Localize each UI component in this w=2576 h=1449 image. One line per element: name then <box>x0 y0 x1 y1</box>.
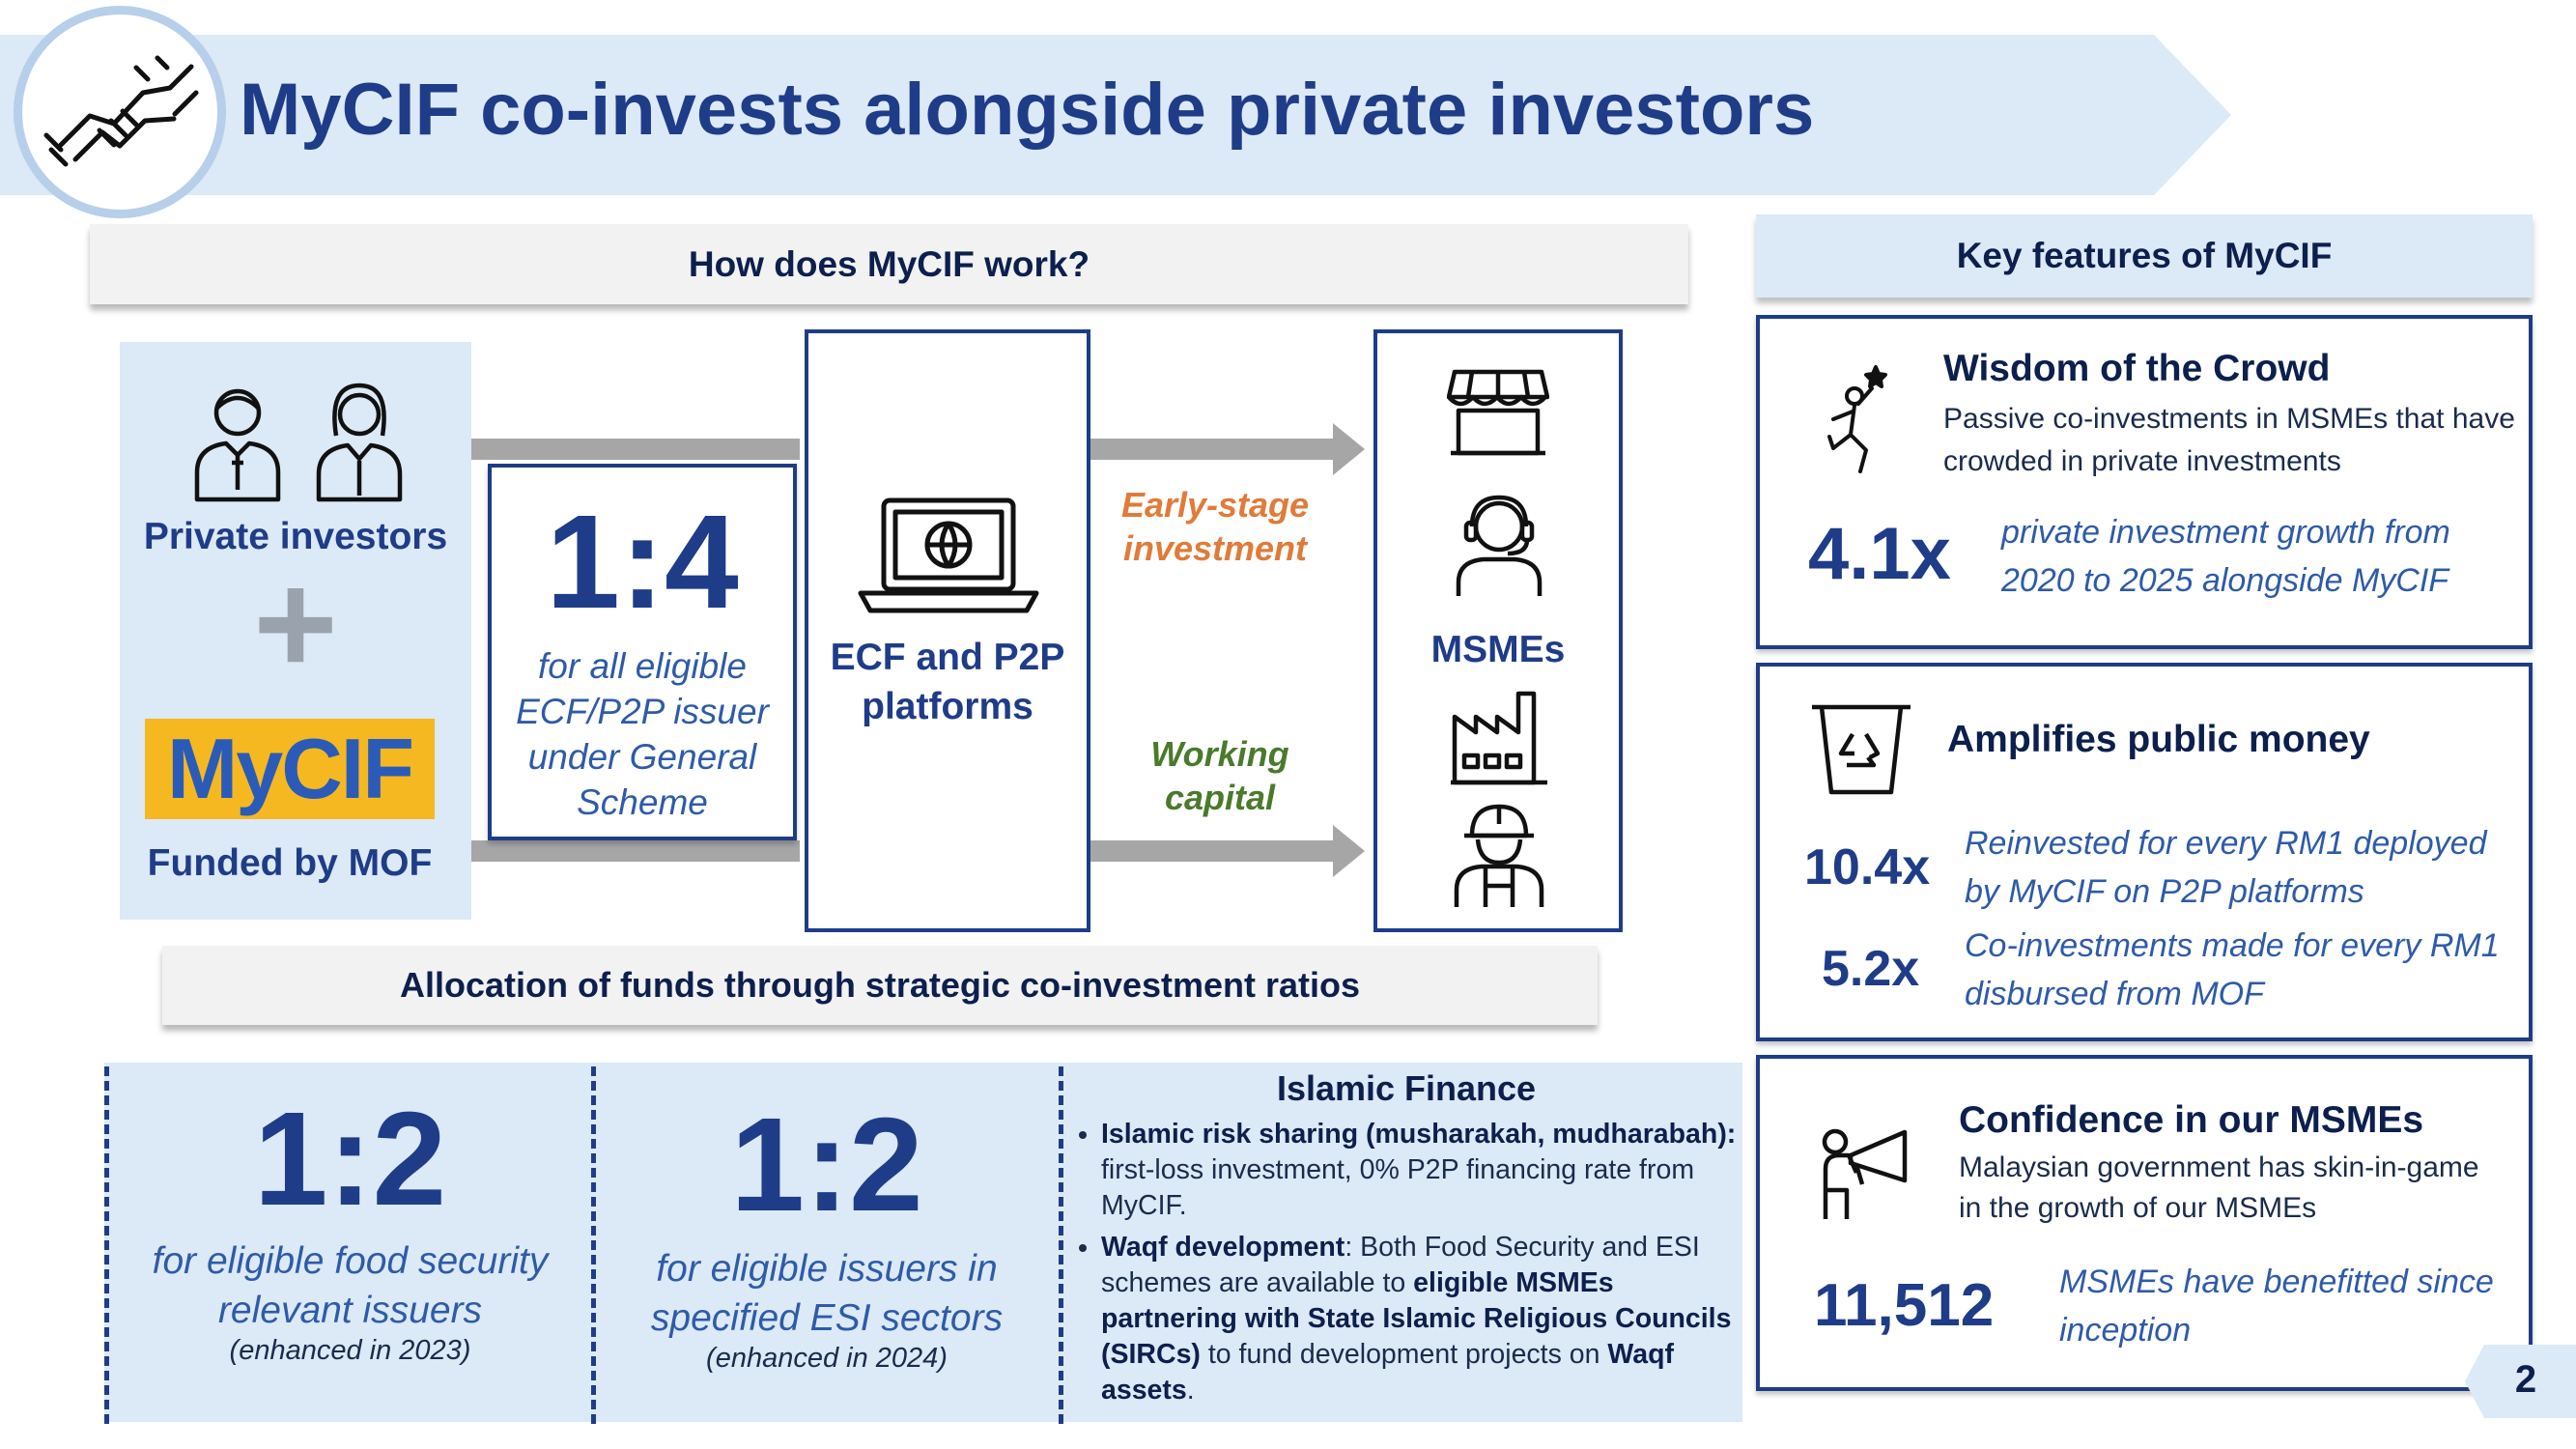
investors-label: Private investors <box>143 516 448 557</box>
flow-label-early: Early-stage investment <box>1120 485 1310 568</box>
page-number: 2 <box>2514 1358 2537 1401</box>
mycif-logo: MyCIF <box>145 719 435 819</box>
food-security-ratio: 1:2 for eligible food security relevant … <box>111 1092 589 1367</box>
wisdom-title: Wisdom of the Crowd <box>1943 348 2331 389</box>
recycle-bin-icon <box>1812 704 1911 795</box>
divider-left <box>104 1066 109 1424</box>
esi-ratio-note: (enhanced in 2024) <box>706 1343 948 1374</box>
wisdom-stat: 4.1x <box>1808 513 1951 595</box>
islamic-finance: Islamic Finance Islamic risk sharing (mu… <box>1068 1068 1744 1414</box>
arrow-top <box>1090 423 1365 475</box>
food-ratio-caption: for eligible food security relevant issu… <box>152 1240 549 1331</box>
runner-reaching-star-icon <box>1827 365 1887 473</box>
islamic-bullet-waqf: Waqf development: Both Food Security and… <box>1101 1230 1744 1408</box>
confidence-desc: Malaysian government has skin-in-game in… <box>1959 1151 2479 1224</box>
investors-panel <box>120 342 471 920</box>
feature-confidence: Confidence in our MSMEs Malaysian govern… <box>1756 1055 2533 1391</box>
businessman-icon <box>194 388 281 502</box>
esi-ratio-caption: for eligible issuers in specified ESI se… <box>650 1248 1004 1339</box>
storefront-icon <box>1447 369 1549 456</box>
connector-bottom <box>471 840 800 862</box>
factory-icon <box>1451 691 1547 785</box>
megaphone-person-icon <box>1822 1128 1908 1219</box>
headset-agent-icon <box>1456 495 1543 596</box>
arrow-bottom <box>1090 825 1365 877</box>
title-banner <box>0 35 2231 195</box>
islamic-bullets: Islamic risk sharing (musharakah, mudhar… <box>1101 1117 1744 1408</box>
confidence-stat-desc: MSMEs have benefitted since inception <box>2059 1264 2494 1349</box>
handshake-icon <box>43 55 199 167</box>
how-header: How does MyCIF work? <box>90 224 1688 304</box>
amplify-title: Amplifies public money <box>1947 719 2370 760</box>
msme-box: MSMEs <box>1373 329 1623 932</box>
esi-ratio: 1:2 for eligible issuers in specified ES… <box>597 1097 1057 1375</box>
divider-mid <box>591 1066 596 1424</box>
esi-ratio-value: 1:2 <box>730 1091 923 1239</box>
islamic-bullet-risk-sharing: Islamic risk sharing (musharakah, mudhar… <box>1101 1117 1744 1224</box>
plus-sign: + <box>253 542 338 704</box>
amplify-stat1: 10.4x <box>1804 839 1931 895</box>
islamic-title: Islamic Finance <box>1276 1068 1537 1108</box>
food-ratio-value: 1:2 <box>253 1085 447 1234</box>
page-title: MyCIF co-invests alongside private inves… <box>240 69 1815 151</box>
wisdom-stat-desc: private investment growth from 2020 to 2… <box>2001 514 2450 599</box>
construction-worker-icon <box>1454 804 1544 907</box>
amplify-stat2: 5.2x <box>1822 941 1920 997</box>
confidence-stat: 11,512 <box>1814 1272 1995 1339</box>
platform-label: ECF and P2P platforms <box>830 637 1065 727</box>
feature-amplify: Amplifies public money 10.4x Reinvested … <box>1756 663 2533 1041</box>
confidence-title: Confidence in our MSMEs <box>1959 1099 2424 1141</box>
amplify-stat1-desc: Reinvested for every RM1 deployed by MyC… <box>1965 825 2487 910</box>
funded-label: Funded by MOF <box>147 842 433 884</box>
platform-box: ECF and P2P platforms <box>805 329 1090 932</box>
msme-label: MSMEs <box>1430 629 1566 670</box>
connector-top <box>471 439 800 460</box>
ratio-caption: for all eligible ECF/P2P issuer under Ge… <box>516 646 769 822</box>
businesswoman-icon <box>316 383 403 502</box>
wisdom-desc: Passive co-investments in MSMEs that hav… <box>1943 403 2515 477</box>
food-ratio-note: (enhanced in 2023) <box>229 1335 471 1366</box>
divider-right <box>1059 1066 1063 1424</box>
feature-wisdom: Wisdom of the Crowd Passive co-investmen… <box>1756 315 2533 649</box>
ratio-value: 1:4 <box>546 488 739 637</box>
logo-circle <box>14 6 226 218</box>
flow-label-working: Working capital <box>1150 734 1289 817</box>
allocation-header: Allocation of funds through strategic co… <box>162 946 1598 1025</box>
amplify-stat2-desc: Co-investments made for every RM1 disbur… <box>1965 927 2500 1012</box>
features-header: Key features of MyCIF <box>1756 214 2533 298</box>
laptop-globe-icon <box>858 497 1039 613</box>
ratio-box: 1:4 for all eligible ECF/P2P issuer unde… <box>488 464 797 840</box>
allocation-panel <box>104 1063 1742 1422</box>
page-number-tab <box>2465 1345 2576 1418</box>
